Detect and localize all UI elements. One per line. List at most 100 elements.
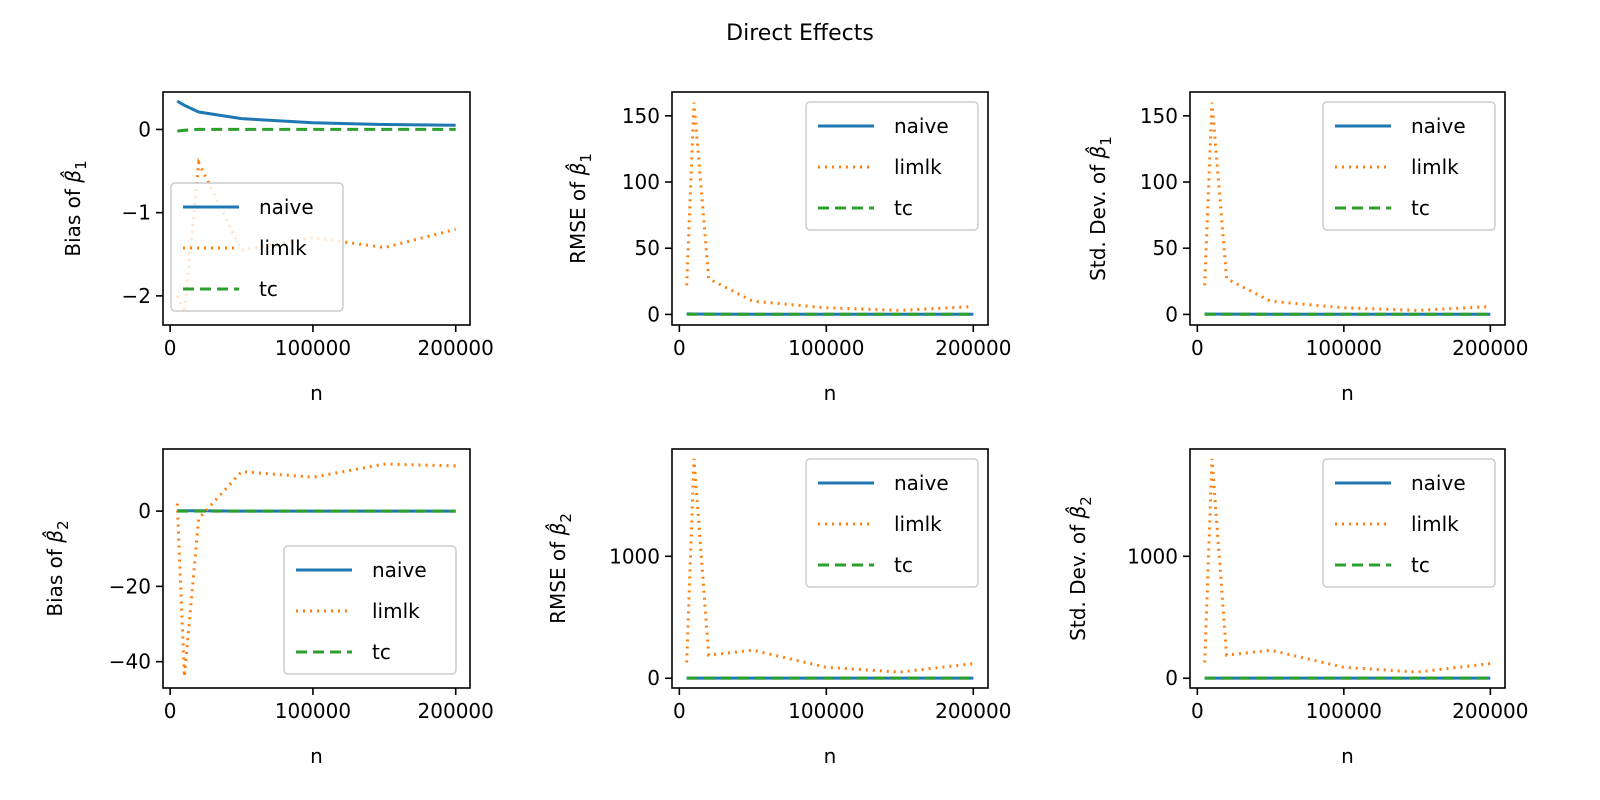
y-tick-label: 0 [138,117,151,141]
y-axis-label: Bias of β̂2 [42,520,72,616]
series-line-tc [177,127,456,133]
legend-label-tc: tc [894,196,913,220]
y-tick-label: 150 [1140,104,1178,128]
legend: naive limlk tc [805,101,979,231]
legend-label-naive: naive [259,195,314,219]
series-group [1203,458,1491,680]
legend-label-naive: naive [894,114,949,138]
legend: naive limlk tc [170,182,344,312]
y-tick-label: 0 [647,666,660,690]
legend-label-naive: naive [1411,471,1466,495]
series-group [175,462,456,677]
x-tick-label: 0 [1191,699,1204,723]
x-tick-label: 100000 [788,336,864,360]
y-tick-label: 1000 [609,544,660,568]
axes-frame [1189,448,1506,689]
legend-label-naive: naive [1411,114,1466,138]
y-tick-label: 100 [622,170,660,194]
x-tick-label: 100000 [788,699,864,723]
y-tick-label: 0 [647,302,660,326]
subplot-6: 0 100000 200000 0 1000 n Std. Dev. of β̂2 naive… [1065,448,1529,768]
legend: naive limlk tc [1322,458,1496,588]
x-tick-label: 200000 [418,699,494,723]
legend-label-naive: naive [894,471,949,495]
series-line-limlk [175,462,456,677]
x-tick-label: 0 [673,336,686,360]
legend: naive limlk tc [805,458,979,588]
axes-frame [162,91,471,326]
y-tick-label: 150 [622,104,660,128]
x-tick-label: 100000 [275,699,351,723]
subplot-1: 0 100000 200000 −2 −1 0 n Bias of β̂1 naive limlk… [60,91,494,405]
legend-label-tc: tc [1411,553,1430,577]
x-tick-label: 0 [164,699,177,723]
series-line-limlk [1203,458,1491,674]
series-line-naive [176,99,456,127]
series-group [685,102,974,316]
subplot-5: 0 100000 200000 0 1000 n RMSE of β̂2 naive limlk… [545,448,1011,768]
x-tick-label: 0 [673,699,686,723]
y-tick-label: 100 [1140,170,1178,194]
legend-label-tc: tc [372,640,391,664]
y-axis-label: Bias of β̂1 [60,160,90,256]
series-line-limlk [685,458,974,674]
y-tick-label: 0 [138,499,151,523]
legend-box [283,545,457,675]
subplot-2: 0 100000 200000 0 50 100 150 n RMSE of β̂1 naive l… [565,91,1011,405]
legend-label-limlk: limlk [1411,155,1459,179]
series-line-limlk [685,102,974,312]
y-tick-label: 50 [1153,236,1178,260]
x-tick-label: 100000 [1306,699,1382,723]
axes-frame [671,91,989,326]
series-group [685,458,974,680]
x-tick-label: 200000 [418,336,494,360]
x-axis-label: n [824,381,837,405]
legend-box [170,182,344,312]
y-axis-label: Std. Dev. of β̂2 [1065,496,1095,641]
legend-label-tc: tc [894,553,913,577]
x-axis-label: n [1341,744,1354,768]
legend-label-limlk: limlk [372,599,420,623]
x-tick-label: 200000 [935,336,1011,360]
x-axis-label: n [824,744,837,768]
series-group [175,99,457,314]
series-line-limlk [1203,102,1491,312]
y-axis-label: RMSE of β̂1 [565,153,595,264]
x-axis-label: n [1341,381,1354,405]
legend: naive limlk tc [283,545,457,675]
legend-box [1322,458,1496,588]
x-tick-label: 200000 [935,699,1011,723]
subplot-4: 0 100000 200000 −40 −20 0 n Bias of β̂2 naive lim… [42,448,494,768]
legend-label-naive: naive [372,558,427,582]
x-tick-label: 0 [1191,336,1204,360]
axes-frame [1189,91,1506,326]
y-tick-label: −20 [109,574,151,598]
axes-frame [162,448,471,689]
legend-label-limlk: limlk [1411,512,1459,536]
legend-label-tc: tc [1411,196,1430,220]
y-tick-label: −2 [122,284,151,308]
y-tick-label: 0 [1165,666,1178,690]
legend-label-limlk: limlk [894,155,942,179]
legend-label-limlk: limlk [259,236,307,260]
x-axis-label: n [310,744,323,768]
axes-frame [671,448,989,689]
x-tick-label: 0 [164,336,177,360]
x-tick-label: 200000 [1452,699,1528,723]
y-tick-label: 0 [1165,302,1178,326]
x-tick-label: 100000 [1306,336,1382,360]
subplot-3: 0 100000 200000 0 50 100 150 n Std. Dev. of β̂1 n… [1085,91,1529,405]
legend-label-tc: tc [259,277,278,301]
y-tick-label: 1000 [1127,544,1178,568]
y-axis-label: RMSE of β̂2 [545,513,575,624]
series-group [1203,102,1491,316]
legend-box [805,458,979,588]
legend-label-limlk: limlk [894,512,942,536]
x-tick-label: 200000 [1452,336,1528,360]
y-tick-label: −40 [109,650,151,674]
legend: naive limlk tc [1322,101,1496,231]
y-tick-label: −1 [122,201,151,225]
legend-box [805,101,979,231]
x-tick-label: 100000 [275,336,351,360]
